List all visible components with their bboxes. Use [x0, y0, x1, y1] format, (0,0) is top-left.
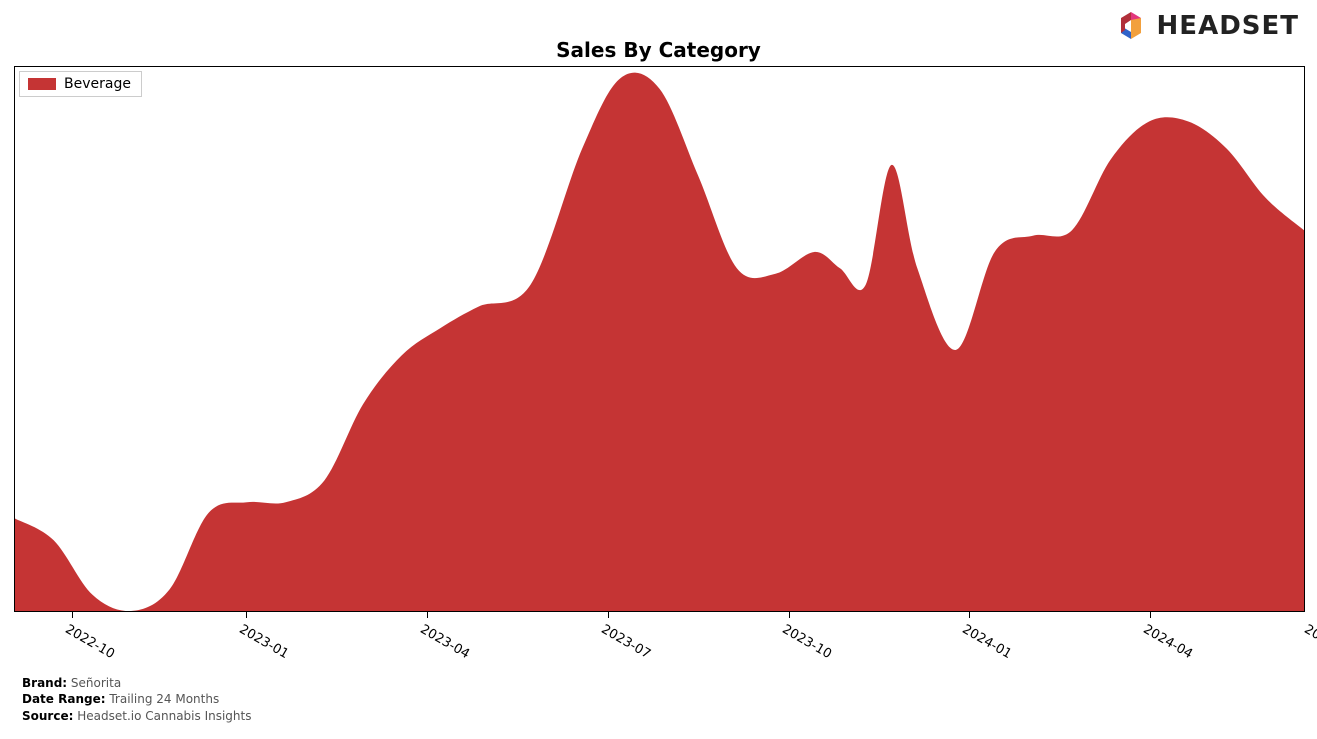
x-tick-label: 2022-10 [63, 622, 118, 662]
x-tick-mark [246, 612, 247, 618]
x-tick-label: 2023-10 [779, 622, 834, 662]
x-tick-mark [72, 612, 73, 618]
headset-logo-icon [1111, 6, 1151, 46]
chart-container: Sales By Category HEADSET Beverage 2022-… [0, 0, 1317, 739]
area-chart-svg [15, 67, 1304, 611]
x-tick-label: 2024-04 [1141, 622, 1196, 662]
meta-source: Source: Headset.io Cannabis Insights [22, 708, 251, 725]
plot-area: Beverage [14, 66, 1305, 612]
legend-swatch [28, 78, 56, 90]
legend-label: Beverage [64, 76, 131, 92]
x-tick-label: 2024-01 [960, 622, 1015, 662]
x-tick-mark [608, 612, 609, 618]
x-tick-label: 2023-04 [418, 622, 473, 662]
metadata-block: Brand: Señorita Date Range: Trailing 24 … [22, 675, 251, 725]
x-tick-label: 2023-01 [237, 622, 292, 662]
meta-date-range: Date Range: Trailing 24 Months [22, 691, 251, 708]
legend: Beverage [19, 71, 142, 97]
brand-logo-text: HEADSET [1157, 11, 1299, 41]
x-tick-mark [1150, 612, 1151, 618]
brand-logo: HEADSET [1111, 6, 1299, 46]
x-tick-mark [789, 612, 790, 618]
meta-brand: Brand: Señorita [22, 675, 251, 692]
x-tick-label: 2024-07 [1302, 622, 1317, 662]
x-tick-mark [969, 612, 970, 618]
x-tick-label: 2023-07 [598, 622, 653, 662]
area-series-beverage [15, 73, 1304, 611]
x-tick-mark [427, 612, 428, 618]
